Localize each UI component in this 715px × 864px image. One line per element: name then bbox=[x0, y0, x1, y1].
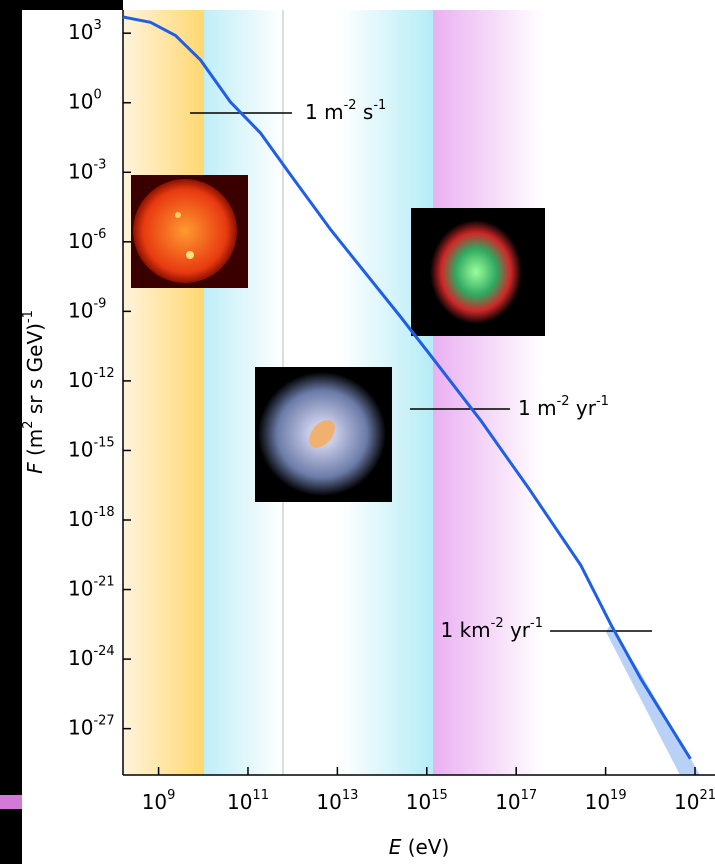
y-tick-label: 10-27​ bbox=[68, 713, 115, 739]
annotation: 1 m-2​ s-1​ bbox=[305, 98, 386, 124]
annotation: 1 km-2​ yr-1​ bbox=[440, 616, 543, 642]
frame-top bbox=[22, 0, 123, 10]
y-tick-label: 10-6​ bbox=[68, 226, 106, 252]
y-axis-label: F (m2​ sr s GeV)-1​ bbox=[21, 310, 47, 474]
x-tick-label: 1017​ bbox=[495, 788, 537, 814]
y-tick-label: 100​ bbox=[68, 87, 102, 113]
y-tick-label: 10-12​ bbox=[68, 365, 115, 391]
y-tick-label: 10-24​ bbox=[68, 644, 115, 670]
x-tick-label: 1015​ bbox=[406, 788, 448, 814]
x-tick-label: 1013​ bbox=[316, 788, 358, 814]
x-axis-label: E (eV) bbox=[389, 835, 450, 859]
band-solar bbox=[123, 10, 204, 775]
galaxy-image bbox=[255, 367, 392, 502]
sun-image bbox=[131, 175, 248, 288]
band-extragalactic bbox=[433, 10, 543, 775]
y-tick-label: 10-3​ bbox=[68, 157, 106, 183]
frame-accent bbox=[0, 795, 22, 809]
annotation: 1 m-2​ yr-1​ bbox=[518, 394, 609, 420]
y-tick-label: 10-9​ bbox=[68, 296, 106, 322]
x-tick-label: 1011​ bbox=[227, 788, 269, 814]
y-tick-label: 10-18​ bbox=[68, 505, 115, 531]
y-tick-label: 103​ bbox=[68, 18, 102, 44]
frame-strip bbox=[0, 0, 22, 864]
crab-image bbox=[411, 208, 545, 336]
spectrum-line bbox=[122, 15, 692, 760]
y-tick-label: 10-15​ bbox=[68, 435, 115, 461]
x-tick-label: 1019​ bbox=[585, 788, 627, 814]
y-tick-label: 10-21​ bbox=[68, 574, 115, 600]
x-tick-label: 109​ bbox=[142, 788, 176, 814]
x-tick-label: 1021​ bbox=[674, 788, 715, 814]
